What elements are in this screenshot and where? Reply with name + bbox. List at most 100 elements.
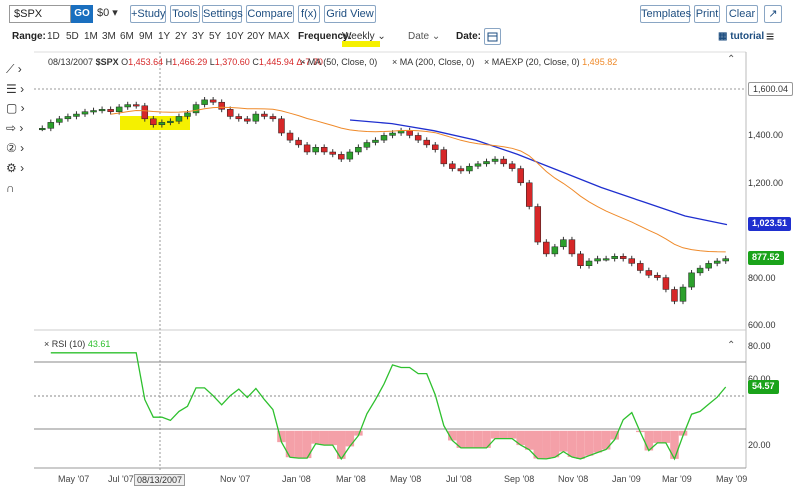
range-1m[interactable]: 1M bbox=[84, 31, 98, 42]
candle bbox=[380, 135, 388, 141]
ma50-price-tag: 1,023.51 bbox=[748, 217, 792, 231]
trendline-tool-icon[interactable]: ⟋ › bbox=[6, 62, 22, 76]
range-2y[interactable]: 2Y bbox=[175, 31, 188, 42]
legend-close: 1,445.94 bbox=[258, 57, 294, 67]
hamburger-menu-icon[interactable]: ≡ bbox=[766, 28, 775, 44]
top-toolbar: GO $0 ▾ +Study Tools Settings Compare f(… bbox=[0, 0, 800, 28]
calendar-icon[interactable] bbox=[484, 28, 501, 45]
print-button[interactable]: Print bbox=[694, 5, 720, 23]
candle bbox=[133, 104, 140, 107]
grid-view-button[interactable]: Grid View bbox=[324, 5, 376, 23]
rsi-label-20: 20.00 bbox=[748, 440, 771, 450]
legend-high-label: H bbox=[165, 57, 173, 67]
candle bbox=[619, 256, 627, 259]
price-label-800: 800.00 bbox=[748, 273, 776, 283]
candle bbox=[679, 286, 687, 302]
rsi-oversold-segment bbox=[354, 430, 363, 436]
legend-high: 1,466.29 bbox=[172, 57, 208, 67]
rsi-oversold-segment bbox=[337, 430, 346, 459]
candle bbox=[457, 168, 465, 172]
settings-button[interactable]: Settings bbox=[202, 5, 243, 23]
candle bbox=[585, 260, 593, 267]
rsi-oversold-segment bbox=[542, 430, 551, 459]
fib-tool-icon[interactable]: ☰ › bbox=[6, 82, 25, 96]
dollar-selector[interactable]: $0 ▾ bbox=[97, 7, 118, 19]
candle bbox=[158, 122, 166, 125]
candle bbox=[568, 239, 576, 255]
candle bbox=[98, 109, 106, 112]
go-button[interactable]: GO bbox=[71, 5, 93, 23]
x-label: Sep '08 bbox=[504, 474, 535, 484]
rsi-line bbox=[50, 352, 727, 461]
price-label-1200: 1,200.00 bbox=[748, 178, 784, 188]
templates-button[interactable]: Templates bbox=[640, 5, 691, 23]
legend-open-label: O bbox=[121, 57, 129, 67]
close-icon[interactable]: × bbox=[484, 57, 490, 67]
settings-tool-icon[interactable]: ⚙ › bbox=[6, 161, 25, 175]
collapse-icon[interactable]: ⌃ bbox=[727, 340, 735, 351]
symbol-input[interactable] bbox=[9, 5, 71, 23]
compare-button[interactable]: Compare bbox=[246, 5, 294, 23]
candle bbox=[209, 99, 217, 103]
close-icon[interactable]: × bbox=[300, 57, 306, 67]
rectangle-tool-icon[interactable]: ▢ › bbox=[6, 101, 25, 115]
range-max[interactable]: MAX bbox=[268, 31, 290, 42]
range-20y[interactable]: 20Y bbox=[247, 31, 265, 42]
candle bbox=[47, 122, 55, 129]
candle bbox=[406, 130, 413, 136]
ma50-legend-label: MA (50, Close, 0) bbox=[307, 57, 378, 67]
candle bbox=[508, 163, 516, 169]
date-select[interactable]: Date ⌄ bbox=[408, 31, 441, 42]
rsi-oversold-segment bbox=[559, 430, 568, 452]
close-icon[interactable]: × bbox=[44, 339, 50, 349]
clear-button[interactable]: Clear bbox=[726, 5, 758, 23]
candle bbox=[235, 116, 243, 120]
candle bbox=[628, 258, 635, 264]
candle bbox=[372, 139, 379, 143]
counter-tool-icon[interactable]: ② › bbox=[6, 141, 25, 155]
popout-icon[interactable]: ↗ bbox=[764, 5, 782, 23]
frequency-select[interactable]: Weekly ⌄ bbox=[342, 31, 386, 42]
magnet-tool-icon[interactable]: ∩ bbox=[6, 181, 15, 195]
tools-button[interactable]: Tools bbox=[170, 5, 200, 23]
x-label: Nov '08 bbox=[558, 474, 589, 484]
rsi-legend: × RSI (10) 43.61 bbox=[44, 339, 110, 349]
range-6m[interactable]: 6M bbox=[120, 31, 134, 42]
candle bbox=[688, 272, 695, 288]
close-icon[interactable]: × bbox=[392, 57, 398, 67]
fx-button[interactable]: f(x) bbox=[298, 5, 320, 23]
ma200-legend-label: MA (200, Close, 0) bbox=[399, 57, 475, 67]
rsi-oversold-segment bbox=[610, 430, 619, 440]
tutorial-link[interactable]: ▦ tutorial bbox=[718, 31, 765, 42]
range-5y[interactable]: 5Y bbox=[209, 31, 222, 42]
candle bbox=[73, 113, 80, 117]
rsi-oversold-segment bbox=[533, 430, 543, 459]
candle bbox=[722, 258, 729, 262]
candle bbox=[611, 256, 618, 259]
rsi-oversold-segment bbox=[567, 430, 577, 457]
range-row: Range: 1D 5D 1M 3M 6M 9M 1Y 2Y 3Y 5Y 10Y… bbox=[0, 28, 800, 47]
price-tag-1600: 1,600.04 bbox=[748, 82, 794, 96]
candle bbox=[577, 253, 584, 266]
rsi-oversold-segment bbox=[302, 430, 312, 459]
range-1d[interactable]: 1D bbox=[47, 31, 60, 42]
range-3m[interactable]: 3M bbox=[102, 31, 116, 42]
rsi-oversold-segment bbox=[593, 430, 602, 453]
range-1y[interactable]: 1Y bbox=[158, 31, 171, 42]
range-3y[interactable]: 3Y bbox=[192, 31, 205, 42]
study-button[interactable]: +Study bbox=[130, 5, 166, 23]
range-9m[interactable]: 9M bbox=[139, 31, 153, 42]
x-label: Mar '09 bbox=[662, 474, 692, 484]
rsi-oversold-segment bbox=[482, 430, 491, 448]
range-10y[interactable]: 10Y bbox=[226, 31, 244, 42]
candle bbox=[226, 109, 234, 117]
legend-date: 08/13/2007 bbox=[48, 57, 94, 67]
candle bbox=[551, 246, 559, 255]
date-label: Date: bbox=[456, 31, 482, 42]
range-5d[interactable]: 5D bbox=[66, 31, 79, 42]
collapse-icon[interactable]: ⌃ bbox=[727, 54, 735, 65]
candle bbox=[269, 116, 277, 120]
arrow-tool-icon[interactable]: ⇨ › bbox=[6, 121, 24, 135]
candle bbox=[355, 147, 362, 153]
